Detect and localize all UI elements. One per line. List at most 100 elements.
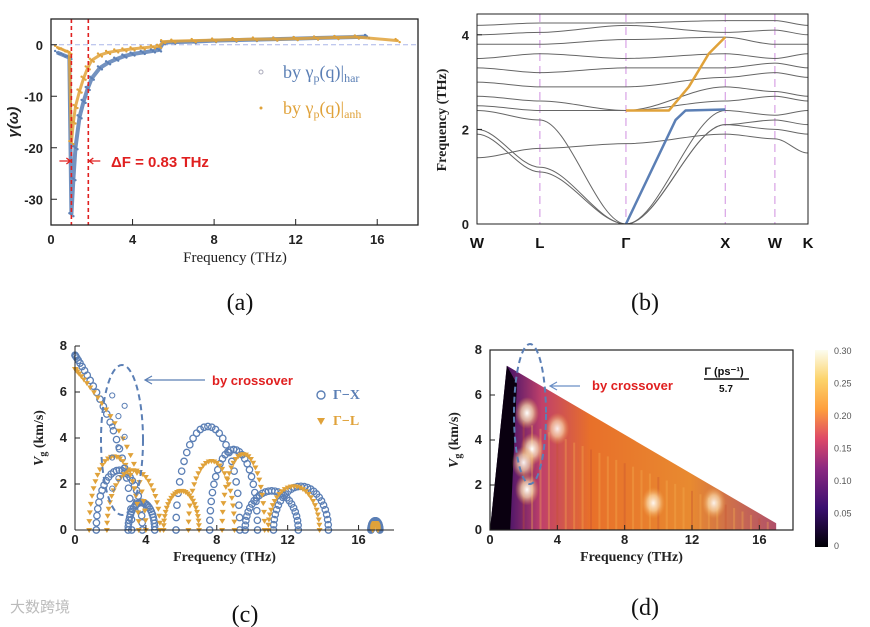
gx-point bbox=[253, 516, 262, 525]
gx-point bbox=[243, 512, 251, 520]
plot-frame bbox=[50, 18, 419, 226]
data-point bbox=[312, 35, 316, 38]
gx-point bbox=[245, 465, 254, 474]
data-point bbox=[57, 52, 61, 56]
optical-branch bbox=[625, 36, 727, 112]
data-point bbox=[190, 37, 193, 41]
heatmap-hotspot bbox=[515, 397, 540, 429]
data-point bbox=[55, 46, 59, 49]
data-point bbox=[272, 36, 275, 39]
data-point bbox=[235, 39, 238, 43]
data-point bbox=[72, 145, 75, 148]
x-tick-label: 8 bbox=[213, 532, 220, 547]
data-point bbox=[74, 178, 77, 182]
gl-point bbox=[135, 519, 142, 525]
legend-text-part: by γ bbox=[283, 98, 314, 118]
data-point bbox=[66, 49, 69, 53]
y-axis-label: Frequency (THz) bbox=[435, 68, 450, 171]
data-point bbox=[106, 61, 110, 64]
crossover-point bbox=[121, 402, 128, 409]
gx-point bbox=[180, 457, 188, 466]
data-point bbox=[78, 115, 81, 119]
data-point bbox=[294, 37, 297, 40]
gl-point bbox=[150, 488, 157, 494]
y-tick-label: 2 bbox=[462, 122, 469, 137]
data-point bbox=[353, 34, 357, 37]
caption-d: (d) bbox=[631, 595, 659, 621]
crossover-point bbox=[109, 485, 116, 492]
data-point bbox=[129, 51, 132, 54]
data-point bbox=[62, 53, 65, 57]
x-tick-label: 12 bbox=[685, 532, 699, 547]
data-point bbox=[296, 38, 299, 42]
data-point bbox=[172, 39, 175, 43]
data-point bbox=[57, 47, 61, 51]
gl-point bbox=[76, 371, 83, 377]
gl-point bbox=[242, 452, 249, 458]
gl-point bbox=[185, 519, 192, 525]
y-label-rest: (km/s) bbox=[447, 412, 462, 454]
data-point bbox=[104, 49, 108, 53]
gl-point bbox=[111, 421, 118, 427]
y-tick-label: -30 bbox=[24, 192, 43, 207]
phonon-band bbox=[476, 62, 809, 74]
kpoint-label: Γ bbox=[621, 235, 630, 252]
kpoint-label: L bbox=[535, 235, 544, 252]
data-point bbox=[123, 54, 126, 58]
gl-point bbox=[108, 494, 115, 500]
gl-point bbox=[132, 493, 139, 499]
gx-point bbox=[319, 501, 328, 510]
x-tick-label: 4 bbox=[142, 532, 150, 547]
data-point bbox=[335, 36, 338, 39]
gl-point bbox=[193, 476, 200, 482]
crossover-point bbox=[109, 454, 116, 461]
gl-point bbox=[276, 492, 283, 498]
gx-point bbox=[210, 480, 218, 489]
legend-label: Γ−X bbox=[333, 388, 360, 403]
gl-point bbox=[152, 494, 159, 500]
data-point bbox=[84, 85, 87, 89]
arrow-right-icon bbox=[59, 157, 72, 165]
y-axis-label: Vg (km/s) bbox=[447, 412, 464, 468]
gl-point bbox=[247, 457, 254, 463]
legend-label-1: by γp(q)|anh bbox=[283, 98, 361, 121]
data-point bbox=[149, 48, 153, 51]
y-tick-label: 0 bbox=[60, 522, 67, 537]
phonon-band bbox=[476, 53, 809, 59]
gl-point bbox=[116, 456, 123, 462]
legend-marker-anh bbox=[259, 106, 263, 110]
crossover-point bbox=[109, 392, 116, 399]
gl-point bbox=[313, 507, 320, 513]
gl-point bbox=[121, 472, 128, 478]
gl-point bbox=[134, 501, 141, 507]
x-tick-label: 4 bbox=[129, 232, 137, 247]
gl-point bbox=[261, 509, 268, 515]
data-point bbox=[115, 49, 118, 53]
gl-point bbox=[103, 407, 110, 413]
gx-point bbox=[292, 512, 301, 520]
data-point bbox=[90, 77, 93, 80]
x-tick-label: 12 bbox=[288, 232, 302, 247]
x-tick-label: 0 bbox=[71, 532, 78, 547]
heatmap-hotspot bbox=[641, 487, 666, 519]
gx-point bbox=[293, 516, 302, 525]
legend-label-0: by γp(q)|har bbox=[283, 62, 359, 85]
y-label-rest: (km/s) bbox=[32, 410, 47, 452]
gx-point bbox=[287, 500, 296, 508]
gl-point bbox=[230, 503, 237, 509]
caption-a: (a) bbox=[227, 290, 254, 316]
gx-point bbox=[78, 362, 86, 371]
gl-point bbox=[228, 465, 235, 471]
data-point bbox=[68, 212, 71, 215]
data-point bbox=[98, 53, 102, 57]
gl-point bbox=[105, 506, 112, 512]
phonon-band bbox=[476, 95, 809, 111]
gl-point bbox=[232, 457, 239, 463]
data-point bbox=[337, 37, 340, 41]
data-point bbox=[194, 40, 197, 44]
gl-point bbox=[96, 467, 103, 473]
gl-point bbox=[86, 510, 93, 516]
y-axis-label: Vg (km/s) bbox=[32, 410, 49, 466]
colorbar bbox=[815, 350, 828, 547]
